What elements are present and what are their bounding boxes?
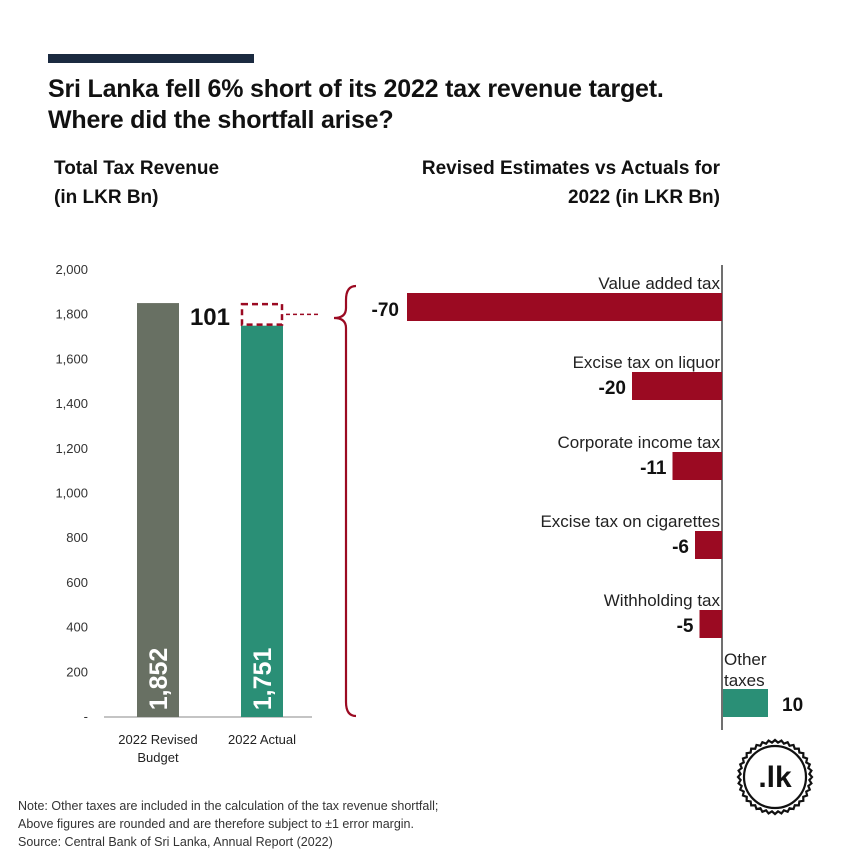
bar-value-label: 1,852 bbox=[145, 648, 173, 711]
right-subtitle-line-1: Revised Estimates vs Actuals for bbox=[421, 158, 720, 179]
breakdown-value-label: -5 bbox=[677, 616, 694, 637]
x-tick-label: 2022 Actual bbox=[228, 732, 296, 747]
breakdown-value-label: -20 bbox=[599, 378, 626, 399]
note-line-1: Note: Other taxes are included in the ca… bbox=[18, 799, 439, 813]
y-tick-label: 1,800 bbox=[55, 307, 88, 322]
left-chart-subtitle: Total Tax Revenue (in LKR Bn) bbox=[54, 154, 219, 212]
lk-logo-icon: .lk bbox=[736, 738, 814, 816]
y-tick-label: 1,600 bbox=[55, 351, 88, 366]
category-label: Excise tax on liquor bbox=[573, 353, 721, 372]
footnotes: Note: Other taxes are included in the ca… bbox=[18, 797, 438, 851]
revenue-bar bbox=[241, 325, 283, 717]
y-tick-label: 1,400 bbox=[55, 396, 88, 411]
bar-value-label: 1,751 bbox=[249, 648, 277, 711]
y-tick-label: 1,000 bbox=[55, 486, 88, 501]
category-label: Corporate income tax bbox=[557, 433, 720, 452]
category-label: Withholding tax bbox=[604, 591, 721, 610]
x-tick-label: Budget bbox=[137, 750, 179, 765]
breakdown-bar bbox=[672, 452, 722, 480]
y-tick-label: 400 bbox=[66, 620, 88, 635]
breakdown-bar bbox=[723, 689, 768, 717]
logo-inner-circle bbox=[742, 744, 808, 810]
breakdown-bar bbox=[699, 610, 722, 638]
breakdown-value-label: -6 bbox=[672, 537, 689, 558]
category-label: Other bbox=[724, 650, 767, 669]
category-label: taxes bbox=[724, 671, 765, 690]
y-tick-label: 200 bbox=[66, 664, 88, 679]
logo-badge-outline bbox=[736, 738, 814, 816]
x-tick-label: 2022 Revised bbox=[118, 732, 198, 747]
title-line-2: Where did the shortfall arise? bbox=[48, 106, 394, 134]
breakdown-bar bbox=[407, 293, 722, 321]
chart-title: Sri Lanka fell 6% short of its 2022 tax … bbox=[48, 74, 828, 136]
left-subtitle-line-2: (in LKR Bn) bbox=[54, 187, 159, 208]
logo-text: .lk bbox=[758, 761, 792, 794]
y-tick-label: - bbox=[84, 709, 88, 724]
category-label: Value added tax bbox=[598, 274, 720, 293]
y-tick-label: 800 bbox=[66, 530, 88, 545]
y-tick-label: 1,200 bbox=[55, 441, 88, 456]
breakdown-value-label: -70 bbox=[372, 300, 399, 321]
revenue-bar bbox=[137, 303, 179, 717]
title-accent-bar bbox=[48, 54, 254, 63]
breakdown-bar bbox=[695, 531, 722, 559]
y-tick-label: 2,000 bbox=[55, 262, 88, 277]
breakdown-value-label: 10 bbox=[782, 695, 803, 716]
source-line: Source: Central Bank of Sri Lanka, Annua… bbox=[18, 835, 333, 849]
right-subtitle-line-2: 2022 (in LKR Bn) bbox=[567, 187, 720, 208]
y-tick-label: 600 bbox=[66, 575, 88, 590]
shortfall-brace bbox=[333, 284, 357, 718]
title-line-1: Sri Lanka fell 6% short of its 2022 tax … bbox=[48, 75, 664, 103]
right-chart-subtitle: Revised Estimates vs Actuals for 2022 (i… bbox=[370, 154, 720, 212]
left-subtitle-line-1: Total Tax Revenue bbox=[54, 158, 220, 179]
shortfall-value-label: 101 bbox=[190, 304, 230, 331]
shortfall-box bbox=[240, 302, 284, 326]
breakdown-value-label: -11 bbox=[640, 458, 667, 479]
breakdown-bar bbox=[632, 372, 722, 400]
category-label: Excise tax on cigarettes bbox=[540, 512, 720, 531]
note-line-2: Above figures are rounded and are theref… bbox=[18, 817, 414, 831]
